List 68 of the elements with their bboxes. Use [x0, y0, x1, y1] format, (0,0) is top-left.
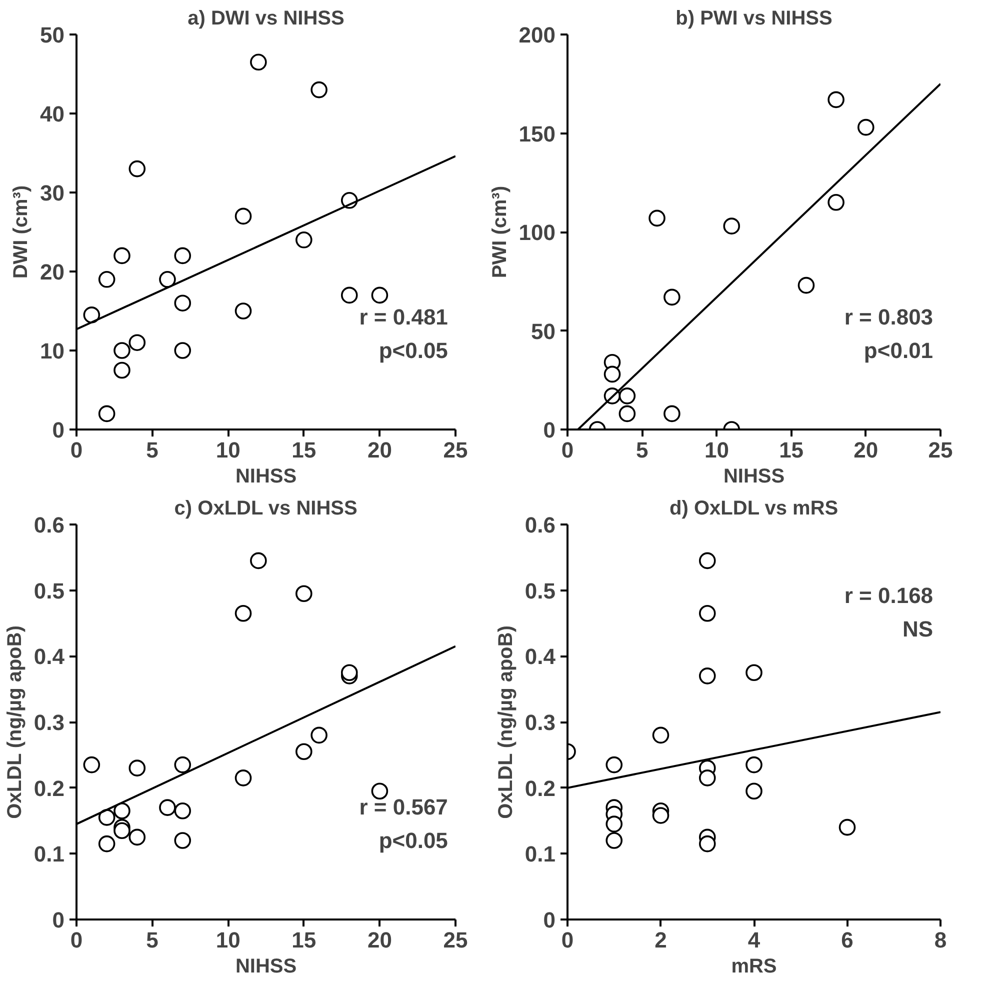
annotation: r = 0.803	[844, 304, 934, 330]
chart-title: d) OxLDL vs mRS	[670, 498, 838, 520]
x-tick-label: 8	[934, 928, 947, 952]
x-axis-title: NIHSS	[235, 466, 297, 488]
x-tick-label: 20	[367, 438, 392, 462]
x-tick-label: 10	[704, 438, 729, 462]
x-tick-label: 0	[561, 928, 574, 952]
annotation: r = 0.567	[359, 794, 448, 820]
x-axis-title: NIHSS	[723, 466, 785, 488]
y-tick-label: 50	[531, 318, 556, 344]
x-tick-label: 0	[70, 928, 83, 952]
x-tick-label: 10	[216, 928, 240, 952]
x-tick-label: 10	[216, 438, 240, 462]
annotation: r = 0.481	[359, 304, 448, 330]
y-tick-label: 20	[40, 260, 65, 284]
y-axis-title: OxLDL (ng/µg apoB)	[4, 626, 26, 819]
x-tick-label: 5	[146, 928, 158, 952]
y-tick-label: 30	[40, 180, 65, 206]
x-tick-label: 6	[841, 928, 854, 952]
y-tick-label: 0.2	[524, 776, 556, 801]
x-tick-label: 15	[292, 438, 316, 462]
x-axis-title: mRS	[731, 956, 777, 978]
annotation: p<0.05	[378, 338, 448, 363]
y-tick-label: 0.5	[34, 578, 65, 604]
y-axis-title: PWI (cm³)	[488, 186, 511, 278]
chart-title: c) OxLDL vs NIHSS	[174, 498, 358, 520]
x-tick-label: 4	[748, 928, 761, 952]
y-tick-label: 0	[52, 908, 65, 932]
x-tick-label: 15	[779, 438, 804, 462]
y-tick-label: 0.3	[524, 710, 556, 735]
x-tick-label: 0	[70, 438, 83, 462]
annotation: p<0.01	[864, 338, 934, 363]
annotation: p<0.05	[378, 828, 448, 853]
y-tick-label: 0.5	[524, 578, 556, 604]
y-tick-label: 0.2	[34, 776, 65, 801]
y-tick-label: 50	[40, 22, 65, 48]
x-tick-label: 25	[443, 928, 468, 952]
chart-title: b) PWI vs NIHSS	[676, 8, 832, 30]
y-tick-label: 0	[543, 418, 556, 442]
y-tick-label: 100	[518, 220, 556, 245]
y-tick-label: 0	[52, 418, 65, 442]
y-axis-title: OxLDL (ng/µg apoB)	[494, 626, 517, 819]
x-tick-label: 0	[561, 438, 574, 462]
annotation: r = 0.168	[844, 583, 934, 608]
y-tick-label: 0.6	[34, 512, 65, 538]
x-tick-label: 2	[654, 928, 667, 952]
y-tick-label: 0.1	[34, 842, 65, 867]
x-tick-label: 20	[367, 928, 392, 952]
y-tick-label: 0.4	[34, 644, 66, 670]
y-axis-title: DWI (cm³)	[10, 185, 32, 279]
y-tick-label: 0.1	[524, 842, 556, 867]
y-tick-label: 0.4	[524, 644, 556, 670]
y-tick-label: 40	[40, 102, 65, 126]
x-tick-label: 25	[443, 438, 468, 462]
x-axis-title: NIHSS	[235, 956, 297, 978]
x-tick-label: 20	[854, 438, 878, 462]
y-tick-label: 150	[518, 121, 556, 146]
x-tick-label: 5	[636, 438, 648, 462]
annotation: NS	[902, 616, 934, 642]
y-tick-label: 0	[543, 908, 556, 932]
y-tick-label: 0.6	[524, 512, 556, 538]
x-tick-label: 15	[292, 928, 316, 952]
y-tick-label: 10	[40, 338, 65, 364]
chart-title: a) DWI vs NIHSS	[188, 8, 344, 30]
x-tick-label: 25	[928, 438, 953, 462]
x-tick-label: 5	[146, 438, 158, 462]
y-tick-label: 0.3	[34, 710, 65, 735]
y-tick-label: 200	[518, 22, 556, 48]
